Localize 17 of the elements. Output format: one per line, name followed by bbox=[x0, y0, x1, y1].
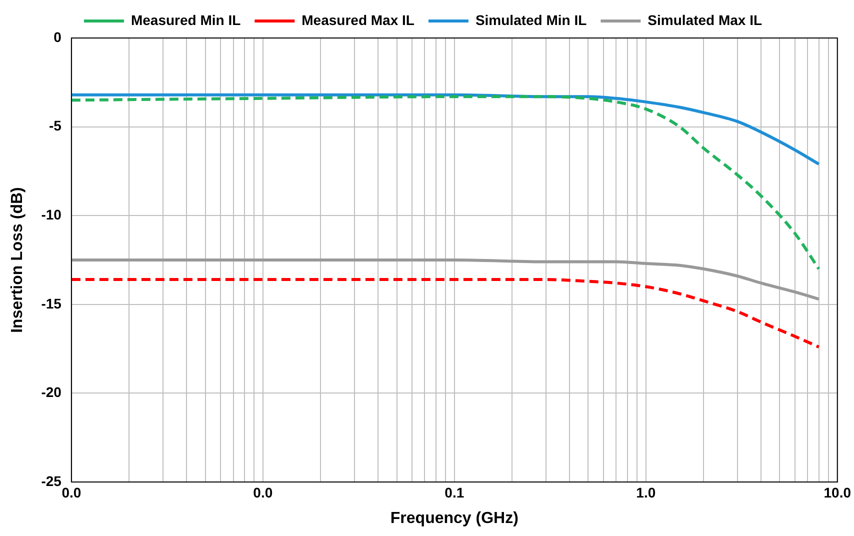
legend-label: Measured Min IL bbox=[130, 12, 242, 28]
x-tick-label: 0.1 bbox=[444, 484, 464, 500]
y-tick-label: 0 bbox=[54, 28, 62, 45]
x-tick-label: 0.0 bbox=[62, 484, 82, 500]
y-tick-label: -10 bbox=[41, 206, 62, 222]
legend-label: Simulated Max IL bbox=[648, 12, 762, 28]
y-tick-label: -20 bbox=[41, 384, 62, 400]
y-tick-label: -15 bbox=[41, 295, 62, 312]
y-tick-label: -5 bbox=[48, 118, 62, 134]
x-axis-title: Frequency (GHz) bbox=[390, 510, 518, 527]
x-tick-label: 0.0 bbox=[253, 484, 273, 500]
x-tick-label: 10.0 bbox=[824, 484, 852, 500]
x-tick-label: 1.0 bbox=[636, 484, 656, 500]
legend-label: Simulated Min IL bbox=[475, 12, 588, 28]
legend-label: Measured Max IL bbox=[302, 12, 415, 28]
y-axis-title: Insertion Loss (dB) bbox=[9, 187, 26, 333]
y-tick-label: -25 bbox=[41, 472, 62, 489]
